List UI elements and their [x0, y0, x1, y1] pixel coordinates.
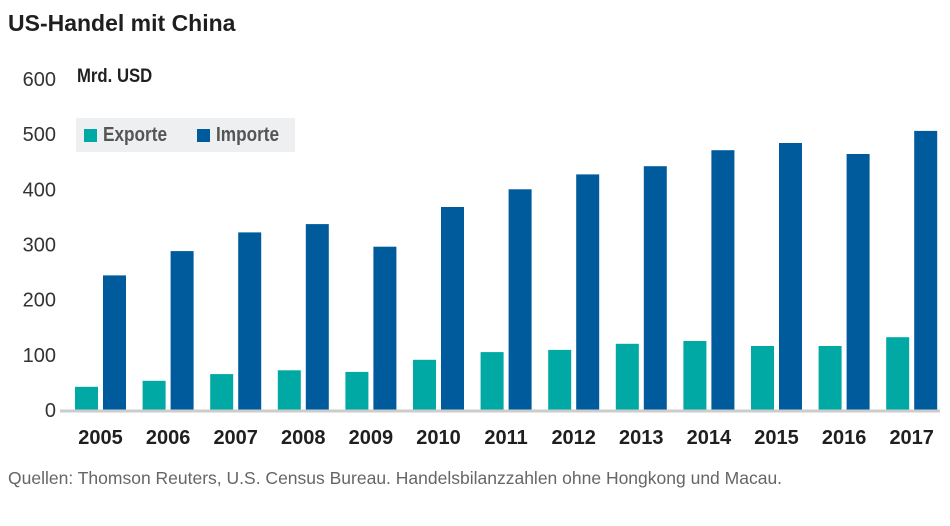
- x-tick-label: 2008: [281, 427, 326, 449]
- y-axis-unit: Mrd. USD: [77, 66, 153, 87]
- legend-label-exports: Exporte: [103, 123, 168, 146]
- x-tick-label: 2006: [146, 427, 191, 449]
- y-tick-label: 500: [23, 124, 56, 146]
- bar-exports: [210, 374, 234, 410]
- x-tick-label: 2007: [213, 427, 258, 449]
- bar-exports: [277, 370, 301, 410]
- bar-imports: [238, 232, 262, 410]
- bar-imports: [170, 251, 194, 410]
- bar-imports: [373, 246, 397, 410]
- x-tick-label: 2013: [619, 427, 664, 449]
- bar-chart: 0 100 200 300 400 500 600 2005 2006 2007 2008 2009 2…: [23, 69, 940, 449]
- x-tick-label: 2009: [349, 427, 394, 449]
- legend-swatch-exports: [84, 128, 97, 142]
- bar-imports: [779, 143, 802, 410]
- bar-imports: [643, 166, 667, 410]
- x-tick-label: 2014: [687, 427, 732, 449]
- bar-exports: [751, 346, 774, 410]
- bar-imports: [711, 150, 735, 410]
- x-tick-label: 2016: [822, 427, 867, 449]
- x-tick-label: 2012: [551, 427, 596, 449]
- bar-exports: [548, 349, 572, 410]
- y-tick-label: 400: [23, 179, 56, 201]
- bar-imports: [441, 207, 464, 410]
- bar-imports: [305, 224, 329, 410]
- x-tick-label: 2005: [78, 427, 123, 449]
- bar-exports: [818, 346, 842, 410]
- y-tick-label: 600: [23, 69, 56, 91]
- bar-exports: [142, 380, 166, 410]
- bar-imports: [576, 174, 600, 410]
- y-tick-label: 100: [23, 345, 56, 367]
- bar-exports: [413, 359, 436, 410]
- bar-exports: [615, 343, 639, 410]
- bar-imports: [508, 189, 532, 410]
- x-tick-label: 2015: [754, 427, 799, 449]
- y-tick-label: 300: [23, 235, 56, 257]
- bar-exports: [345, 371, 369, 410]
- bar-exports: [480, 352, 504, 410]
- bar-exports: [75, 386, 98, 410]
- bar-imports: [103, 275, 126, 410]
- bar-imports: [846, 154, 870, 410]
- x-tick-label: 2011: [484, 427, 527, 449]
- legend-label-imports: Importe: [216, 123, 280, 146]
- legend-item-exports: Exporte: [84, 124, 177, 147]
- bar-exports: [683, 341, 707, 410]
- x-tick-label: 2010: [416, 427, 461, 449]
- source-note: Quellen: Thomson Reuters, U.S. Census Bu…: [8, 468, 783, 488]
- y-tick-label: 0: [45, 400, 56, 422]
- chart-title: US-Handel mit China: [8, 10, 236, 36]
- legend-swatch-imports: [197, 128, 211, 142]
- y-tick-label: 200: [23, 290, 56, 312]
- bar-exports: [886, 337, 910, 410]
- bar-imports: [914, 130, 938, 410]
- legend: Exporte Importe: [76, 118, 295, 152]
- x-tick-label: 2017: [889, 427, 934, 449]
- legend-item-imports: Importe: [197, 124, 289, 147]
